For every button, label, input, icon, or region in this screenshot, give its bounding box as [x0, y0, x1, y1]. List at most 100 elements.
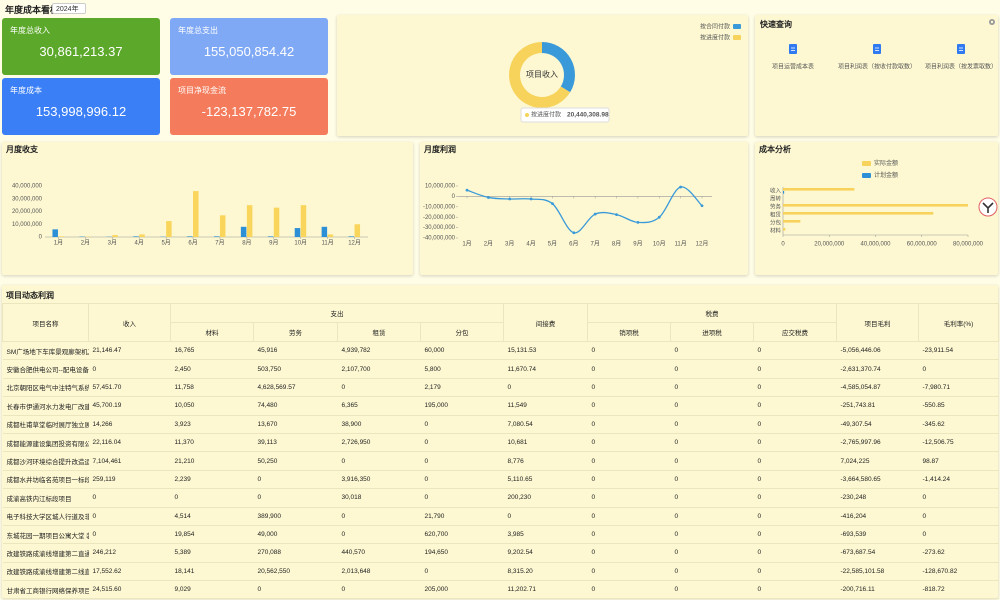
table-cell: 0: [753, 415, 837, 434]
x-tick-label: 11月: [322, 240, 334, 247]
table-cell: 0: [918, 525, 999, 545]
doc-icon[interactable]: [789, 44, 797, 54]
legend-swatch: [862, 161, 871, 166]
table-cell: 0: [337, 378, 421, 398]
column-header: 材料: [170, 322, 254, 342]
table-cell: 45,700.19: [88, 396, 171, 416]
table-cell: 0: [337, 580, 421, 600]
line-point: [529, 197, 533, 201]
table-cell: -23,911.54: [918, 341, 999, 361]
x-tick-label: 20,000,000: [814, 242, 845, 248]
table-cell: 24,515.60: [88, 580, 171, 600]
bar: [166, 221, 172, 237]
table-cell: 0: [587, 562, 671, 582]
bar: [213, 236, 220, 237]
x-tick-label: 8月: [612, 241, 621, 248]
table-cell: 14,266: [88, 415, 171, 434]
table-cell: 0: [670, 415, 754, 434]
legend-label: 实际金额: [874, 159, 898, 167]
table-cell: -7,980.71: [918, 378, 999, 398]
table-cell: -673,687.54: [836, 543, 919, 563]
table-cell: 电子科技大学区城人行道及非机动: [2, 507, 89, 526]
quick-link[interactable]: 项目利润表（按收付款取数）: [838, 63, 916, 71]
panel: [2, 142, 413, 275]
bar: [267, 236, 274, 237]
bar: [783, 188, 855, 191]
table-cell: 9,029: [170, 580, 254, 600]
center-label: 项目收入: [526, 69, 558, 79]
line-point: [572, 231, 576, 235]
table-cell: 49,000: [253, 525, 338, 545]
bar: [193, 191, 199, 237]
line-point: [615, 213, 618, 217]
x-tick-label: 4月: [135, 240, 144, 247]
table-cell: 11,202.71: [503, 580, 588, 600]
table-cell: 0: [88, 488, 171, 508]
table-cell: 0: [670, 451, 754, 471]
table-row: 东城花园一期项目公寓大堂 装饰工019,85449,0000620,7003,9…: [2, 525, 999, 545]
year-select[interactable]: 2024年: [52, 3, 86, 14]
table-cell: -200,716.11: [836, 580, 919, 600]
tooltip-dot: [525, 113, 529, 117]
table-cell: 0: [753, 488, 837, 508]
page-title: 年度成本看板: [5, 5, 60, 15]
table-cell: 2,107,700: [337, 359, 421, 379]
table-cell: -550.85: [918, 396, 999, 416]
line-point: [636, 221, 640, 224]
table-cell: 0: [587, 396, 671, 416]
table-cell: 安徽合肥供电公司--配电设备检修: [2, 359, 89, 379]
y-tick-label: 材料: [770, 226, 782, 234]
bar: [133, 236, 139, 237]
bar: [327, 234, 334, 237]
bar: [139, 234, 145, 237]
table-cell: 10,050: [170, 396, 254, 416]
table-cell: 0: [753, 359, 837, 379]
x-tick-label: 0: [781, 242, 785, 248]
table-cell: 0: [587, 341, 671, 361]
panel-title: 快速查询: [760, 19, 792, 29]
table-cell: 0: [587, 451, 671, 471]
table-cell: 2,450: [170, 359, 254, 379]
table-cell: 北京朝阳区电气中注特气系统之G: [2, 378, 89, 398]
table-cell: 改建铁路成渝线增建第二线直通线（成: [2, 562, 89, 582]
doc-icon[interactable]: [957, 44, 965, 54]
table-cell: 0: [753, 341, 837, 361]
table-cell: 20,562,550: [253, 562, 338, 582]
y-tick-label: 20,000,000: [12, 209, 43, 215]
table-row: 改建铁路成渝线增建第二线直通线（成17,552.6218,14120,562,5…: [2, 562, 999, 582]
tooltip-name: 按进度付款: [531, 111, 561, 119]
kpi-value: 153,998,996.12: [35, 104, 127, 119]
x-tick-label: 6月: [188, 240, 197, 247]
quick-link[interactable]: 项目利润表（按发票取数）: [925, 63, 997, 71]
y-tick-label: -20,000,000: [423, 215, 456, 221]
table-cell: 8,315.20: [503, 562, 588, 582]
table-cell: 195,000: [420, 396, 504, 416]
doc-icon[interactable]: [873, 44, 881, 54]
bar: [348, 236, 355, 237]
table-cell: 270,088: [253, 543, 338, 563]
table-cell: 5,800: [420, 359, 504, 379]
column-header: 租赁: [337, 322, 421, 342]
table-cell: 0: [420, 415, 504, 434]
chart-title: 月度收支: [5, 144, 39, 154]
table-cell: 4,514: [170, 507, 254, 526]
y-tick-label: -10,000,000: [423, 204, 456, 210]
table-cell: 16,765: [170, 341, 254, 361]
table-cell: 0: [753, 580, 837, 600]
quick-link[interactable]: 项目运营成本表: [772, 63, 814, 71]
table-cell: 0: [753, 525, 837, 545]
table-cell: 0: [587, 470, 671, 490]
table-cell: 东城花园一期项目公寓大堂 装饰工: [2, 525, 89, 545]
chart-title: 月度利润: [423, 144, 456, 154]
table-cell: 0: [670, 543, 754, 563]
table-cell: 0: [918, 507, 999, 526]
table-cell: 0: [670, 341, 754, 361]
line-point: [657, 215, 661, 219]
table-cell: 0: [753, 378, 837, 398]
table-cell: 0: [337, 525, 421, 545]
settings-icon[interactable]: [989, 19, 995, 25]
table-cell: 成都杜甫草堂临时展厅独立展柜项: [2, 415, 89, 434]
float-icon[interactable]: [978, 197, 998, 217]
y-tick-label: -40,000,000: [423, 236, 456, 242]
